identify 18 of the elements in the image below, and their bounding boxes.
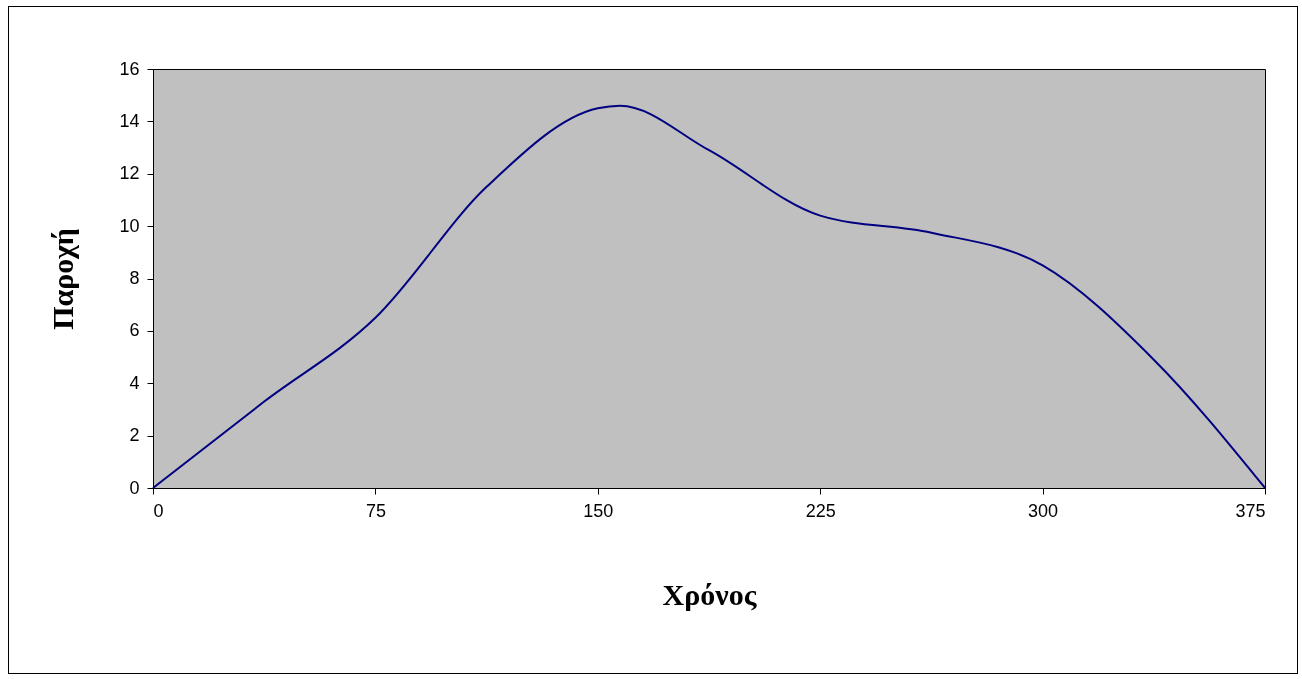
- y-tick-label: 10: [119, 215, 140, 236]
- x-tick-label: 375: [1235, 500, 1266, 521]
- y-tick-label: 2: [129, 425, 140, 446]
- x-axis-title: Χρόνος: [662, 577, 757, 611]
- y-tick-label: 16: [119, 58, 140, 79]
- y-tick-label: 14: [119, 110, 140, 131]
- y-tick-label: 6: [129, 320, 140, 341]
- x-tick-label: 225: [805, 500, 836, 521]
- y-tick-label: 4: [129, 372, 140, 393]
- x-tick-label: 0: [153, 500, 164, 521]
- line-series: [152, 104, 1266, 489]
- y-tick-label: 8: [129, 268, 140, 288]
- x-tick-label: 300: [1028, 500, 1059, 521]
- y-tick-label: 0: [129, 477, 140, 498]
- y-axis-title: Παροχή: [46, 228, 80, 330]
- x-tick-label: 150: [583, 500, 614, 521]
- y-tick-label: 12: [119, 163, 140, 184]
- x-tick-label: 75: [365, 500, 386, 521]
